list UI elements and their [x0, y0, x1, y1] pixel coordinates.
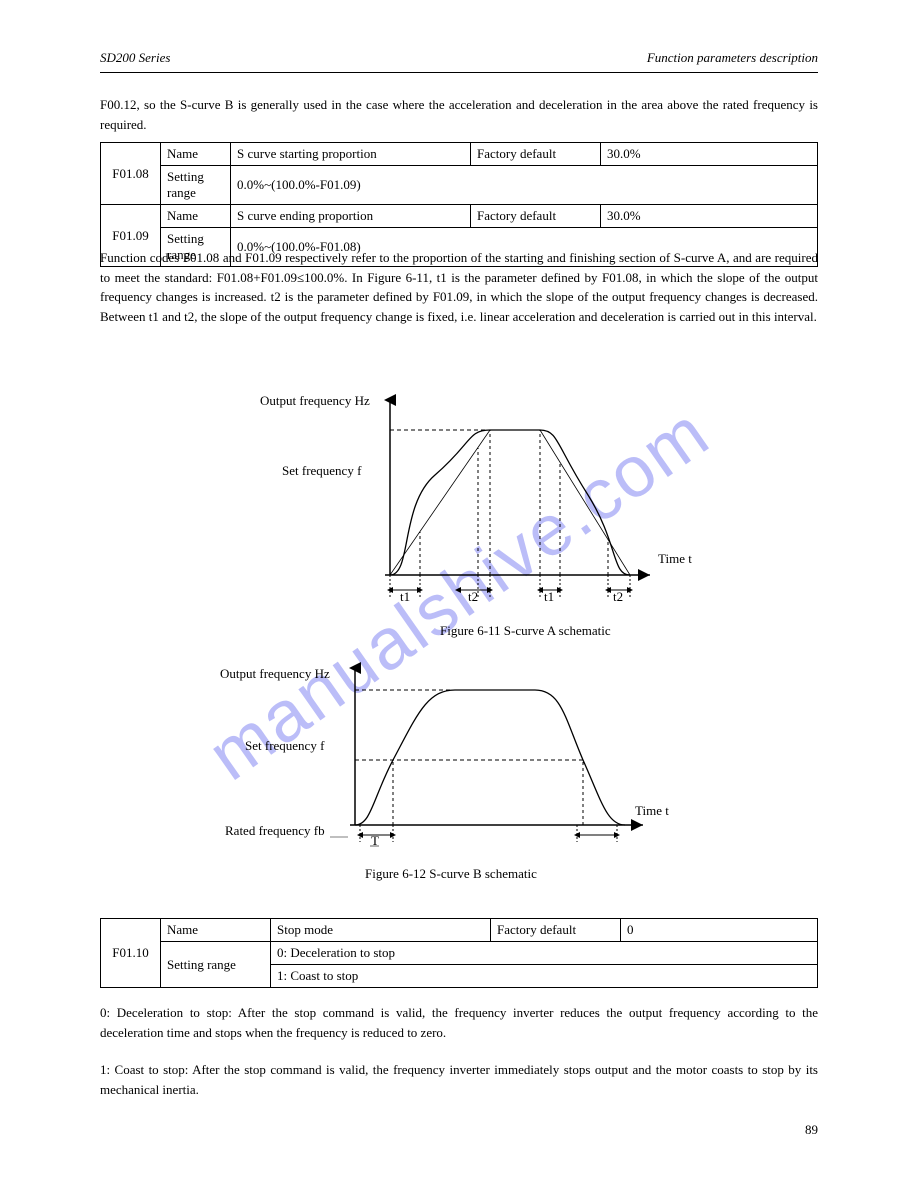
figure-caption: Figure 6-11 S-curve A schematic	[440, 623, 611, 638]
table-row: F01.08 Name S curve starting proportion …	[101, 143, 818, 166]
default-cell: 30.0%	[601, 205, 818, 228]
name-cell: S curve starting proportion	[231, 143, 471, 166]
label-cell: Setting range	[161, 166, 231, 205]
y-axis-label: Output frequency Hz	[260, 393, 370, 408]
paragraph-1: F00.12, so the S-curve B is generally us…	[100, 95, 818, 134]
code-cell: F01.10	[101, 919, 161, 988]
mid-label: Set frequency f	[245, 738, 325, 753]
figure-6-12: Output frequency Hz Set frequency f Rate…	[145, 650, 705, 900]
figure-6-11: Output frequency Hz Set frequency f Time…	[200, 375, 720, 650]
mid-label: Set frequency f	[282, 463, 362, 478]
table-f0110: F01.10 Name Stop mode Factory default 0 …	[100, 918, 818, 988]
paragraph-3: 0: Deceleration to stop: After the stop …	[100, 1003, 818, 1042]
label-cell: Setting range	[161, 942, 271, 988]
label-cell: Factory default	[471, 205, 601, 228]
header-right: Function parameters description	[647, 50, 818, 66]
s-curve-fall-b	[535, 690, 625, 825]
t1-label-2: t1	[544, 589, 554, 604]
s-curve-rise-b	[355, 690, 455, 825]
code-cell: F01.08	[101, 143, 161, 205]
paragraph-4: 1: Coast to stop: After the stop command…	[100, 1060, 818, 1099]
table-row: Setting range 0.0%~(100.0%-F01.09)	[101, 166, 818, 205]
range-cell: 0.0%~(100.0%-F01.09)	[231, 166, 818, 205]
header-rule	[100, 72, 818, 73]
table-row: Setting range 0: Deceleration to stop	[101, 942, 818, 965]
opt-cell: 0: Deceleration to stop	[271, 942, 818, 965]
paragraph-2: Function codes F01.08 and F01.09 respect…	[100, 248, 818, 326]
opt-cell: 1: Coast to stop	[271, 965, 818, 988]
t2-label-2: t2	[613, 589, 623, 604]
figure-caption: Figure 6-12 S-curve B schematic	[365, 866, 537, 881]
x-axis-label: Time t	[658, 551, 692, 566]
name-cell: S curve ending proportion	[231, 205, 471, 228]
y-axis-label: Output frequency Hz	[220, 666, 330, 681]
page-header: SD200 Series Function parameters descrip…	[100, 50, 818, 66]
label-cell: Name	[161, 205, 231, 228]
name-cell: Stop mode	[271, 919, 491, 942]
default-cell: 30.0%	[601, 143, 818, 166]
table-row: F01.09 Name S curve ending proportion Fa…	[101, 205, 818, 228]
chord-fall	[540, 430, 630, 575]
page-number: 89	[805, 1122, 818, 1138]
label-cell: Factory default	[491, 919, 621, 942]
bot-label: Rated frequency fb	[225, 823, 325, 838]
chord-rise	[390, 430, 490, 575]
header-left: SD200 Series	[100, 50, 170, 66]
x-axis-label: Time t	[635, 803, 669, 818]
default-cell: 0	[621, 919, 818, 942]
label-cell: Name	[161, 143, 231, 166]
label-cell: Name	[161, 919, 271, 942]
table-row: F01.10 Name Stop mode Factory default 0	[101, 919, 818, 942]
t1-label: t1	[400, 589, 410, 604]
label-cell: Factory default	[471, 143, 601, 166]
t2-label: t2	[468, 589, 478, 604]
